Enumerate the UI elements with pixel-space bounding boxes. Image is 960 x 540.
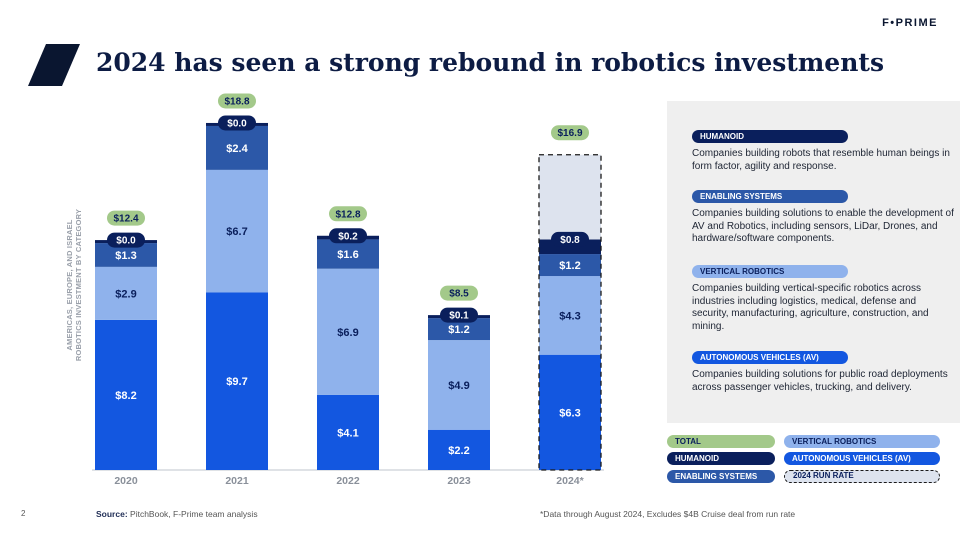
data-label-humanoid-label: $0.0 xyxy=(116,236,136,247)
data-label-vertical: $2.9 xyxy=(115,288,136,300)
category-pill: HUMANOID xyxy=(692,130,848,143)
data-label-humanoid-pill xyxy=(440,307,478,323)
data-label-enabling: $2.4 xyxy=(226,143,248,155)
data-label-vertical: $4.9 xyxy=(448,380,469,392)
total-label-label: $12.4 xyxy=(113,214,138,225)
data-label-enabling: $1.6 xyxy=(337,249,358,261)
category-panel xyxy=(667,101,960,423)
legend-humanoid: HUMANOID xyxy=(667,452,775,465)
category-description: Companies building vertical-specific rob… xyxy=(692,283,929,332)
data-label-humanoid-pill xyxy=(218,115,256,131)
legend-autonomous-vehicles: AUTONOMOUS VEHICLES (AV) xyxy=(784,452,940,465)
data-label-humanoid-label: $0.1 xyxy=(449,311,469,322)
total-label-pill xyxy=(329,206,367,222)
x-tick-label: 2024* xyxy=(556,475,584,487)
bar-autonomous-vehicles-av xyxy=(206,292,268,470)
bar-vertical-robotics xyxy=(539,276,601,355)
bar-enabling-systems xyxy=(317,239,379,269)
bar-enabling-systems xyxy=(539,254,601,277)
total-label-label: $18.8 xyxy=(224,96,249,107)
total-label-label: $16.9 xyxy=(557,128,582,139)
total-label-label: $12.8 xyxy=(335,209,360,220)
page-number: 2 xyxy=(21,509,26,518)
x-tick-label: 2023 xyxy=(447,475,471,487)
total-label-pill xyxy=(551,125,589,141)
category-humanoid: HUMANOID Companies building robots that … xyxy=(692,126,954,173)
logo-slash-icon xyxy=(28,44,80,86)
data-label-enabling: $1.2 xyxy=(559,260,580,272)
footnote: *Data through August 2024, Excludes $4B … xyxy=(540,509,796,519)
data-label-autonomous: $4.1 xyxy=(337,427,358,439)
x-tick-label: 2022 xyxy=(336,475,360,487)
data-label-enabling: $1.2 xyxy=(448,324,469,336)
category-description: Companies building solutions for public … xyxy=(692,369,948,393)
category-pill: ENABLING SYSTEMS xyxy=(692,190,848,203)
total-label-pill xyxy=(440,285,478,301)
brand-logo: F•PRIME xyxy=(882,17,938,29)
run-rate-outline xyxy=(538,154,602,471)
bar-enabling-systems xyxy=(95,243,157,267)
data-label-enabling: $1.3 xyxy=(115,250,136,262)
bar-vertical-robotics xyxy=(206,169,268,293)
category-pill: AUTONOMOUS VEHICLES (AV) xyxy=(692,351,848,364)
bar-vertical-robotics xyxy=(95,266,157,320)
data-label-autonomous: $8.2 xyxy=(115,390,136,402)
data-label-vertical: $6.7 xyxy=(226,226,247,238)
bar-autonomous-vehicles-av xyxy=(95,319,157,470)
category-description: Companies building solutions to enable t… xyxy=(692,208,954,244)
x-tick-label: 2021 xyxy=(225,475,249,487)
total-label-label: $8.5 xyxy=(449,289,469,300)
bar-enabling-systems xyxy=(206,125,268,170)
stacked-bar-chart: $8.2 $2.9 $1.3 $0.0 $12.4 2020 $9.7 $6.7 $2.4 $0.… xyxy=(92,93,604,487)
data-label-humanoid-label: $0.0 xyxy=(227,118,247,129)
x-tick-label: 2020 xyxy=(114,475,138,487)
bar-run-rate xyxy=(539,154,601,240)
legend-run-rate: 2024 RUN RATE xyxy=(784,470,940,483)
data-label-autonomous: $2.2 xyxy=(448,445,469,457)
category-autonomous-vehicles: AUTONOMOUS VEHICLES (AV) Companies build… xyxy=(692,347,954,394)
page-title: 2024 has seen a strong rebound in roboti… xyxy=(96,48,885,77)
category-vertical-robotics: VERTICAL ROBOTICS Companies building ver… xyxy=(692,261,954,333)
bar-autonomous-vehicles-av xyxy=(428,429,490,470)
total-label-pill xyxy=(107,210,145,226)
bar-enabling-systems xyxy=(428,318,490,341)
legend-enabling-systems: ENABLING SYSTEMS xyxy=(667,470,775,483)
legend-total: TOTAL xyxy=(667,435,775,448)
legend-vertical-robotics: VERTICAL ROBOTICS xyxy=(784,435,940,448)
data-label-autonomous: $6.3 xyxy=(559,407,580,419)
data-label-humanoid-pill xyxy=(329,228,367,244)
bar-autonomous-vehicles-av xyxy=(317,394,379,470)
data-label-humanoid-pill xyxy=(107,232,145,248)
total-label-pill xyxy=(218,93,256,109)
category-pill: VERTICAL ROBOTICS xyxy=(692,265,848,278)
data-label-vertical: $4.3 xyxy=(559,310,580,322)
category-enabling-systems: ENABLING SYSTEMS Companies building solu… xyxy=(692,186,954,246)
data-label-humanoid-pill xyxy=(551,231,589,247)
data-label-humanoid-label: $0.8 xyxy=(560,235,580,246)
data-label-autonomous: $9.7 xyxy=(226,376,247,388)
data-label-vertical: $6.9 xyxy=(337,327,358,339)
bar-vertical-robotics xyxy=(428,340,490,430)
bar-vertical-robotics xyxy=(317,268,379,395)
data-label-humanoid-label: $0.2 xyxy=(338,231,358,242)
category-description: Companies building robots that resemble … xyxy=(692,148,950,172)
bar-autonomous-vehicles-av xyxy=(539,354,601,470)
source-note: Source: PitchBook, F-Prime team analysis xyxy=(96,509,258,519)
